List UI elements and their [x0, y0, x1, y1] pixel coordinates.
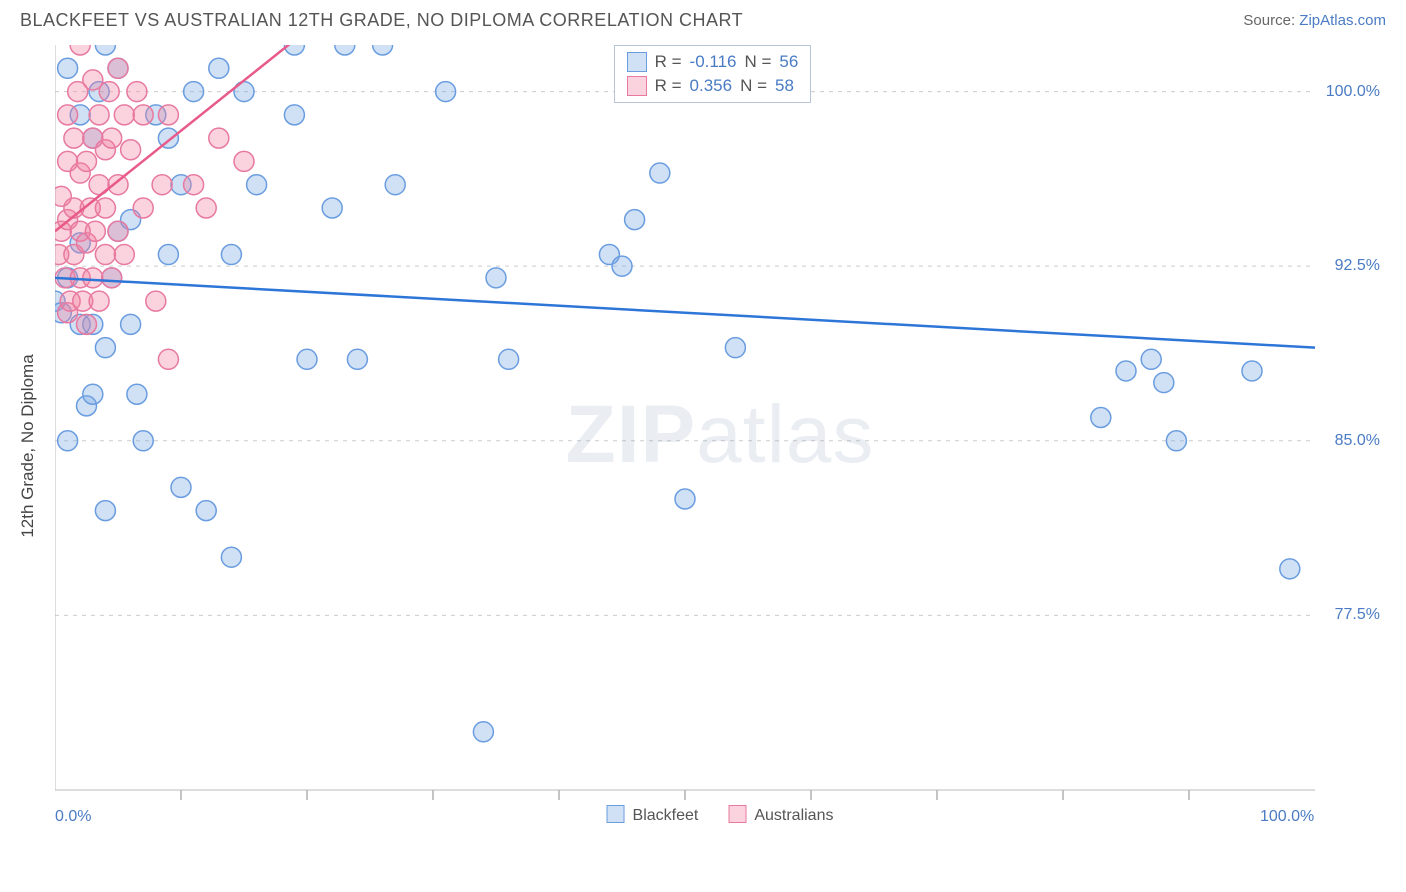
legend-r-value: 0.356 — [690, 76, 733, 96]
source-prefix: Source: — [1243, 12, 1299, 29]
series-legend: Blackfeet Australians — [607, 804, 834, 825]
source-link[interactable]: ZipAtlas.com — [1299, 12, 1386, 29]
legend-n-value: 58 — [775, 76, 794, 96]
chart-header: BLACKFEET VS AUSTRALIAN 12TH GRADE, NO D… — [0, 0, 1406, 39]
y-tick-label: 100.0% — [1326, 83, 1380, 101]
y-tick-label: 85.0% — [1335, 432, 1380, 450]
legend-swatch — [607, 805, 625, 823]
scatter-plot-svg — [55, 45, 1385, 825]
legend-label: Blackfeet — [633, 807, 699, 824]
x-tick-label: 0.0% — [55, 808, 91, 826]
legend-n-label: N = — [744, 52, 771, 72]
legend-label: Australians — [754, 807, 833, 824]
y-tick-label: 77.5% — [1335, 606, 1380, 624]
legend-swatch — [627, 52, 647, 72]
legend-row: R = -0.116 N = 56 — [627, 50, 799, 74]
legend-n-value: 56 — [779, 52, 798, 72]
legend-swatch — [728, 805, 746, 823]
chart-area: ZIPatlas 77.5%85.0%92.5%100.0% 0.0%100.0… — [55, 45, 1385, 825]
y-tick-label: 92.5% — [1335, 257, 1380, 275]
legend-r-label: R = — [655, 52, 682, 72]
chart-title: BLACKFEET VS AUSTRALIAN 12TH GRADE, NO D… — [20, 10, 743, 31]
legend-item: Blackfeet — [607, 805, 699, 825]
y-axis-label: 12th Grade, No Diploma — [18, 354, 38, 537]
legend-row: R = 0.356 N = 58 — [627, 74, 799, 98]
legend-item: Australians — [728, 805, 833, 825]
legend-r-label: R = — [655, 76, 682, 96]
correlation-legend: R = -0.116 N = 56R = 0.356 N = 58 — [614, 45, 812, 103]
x-tick-label: 100.0% — [1260, 808, 1314, 826]
legend-swatch — [627, 76, 647, 96]
chart-source: Source: ZipAtlas.com — [1243, 12, 1386, 29]
legend-n-label: N = — [740, 76, 767, 96]
legend-r-value: -0.116 — [690, 52, 737, 72]
